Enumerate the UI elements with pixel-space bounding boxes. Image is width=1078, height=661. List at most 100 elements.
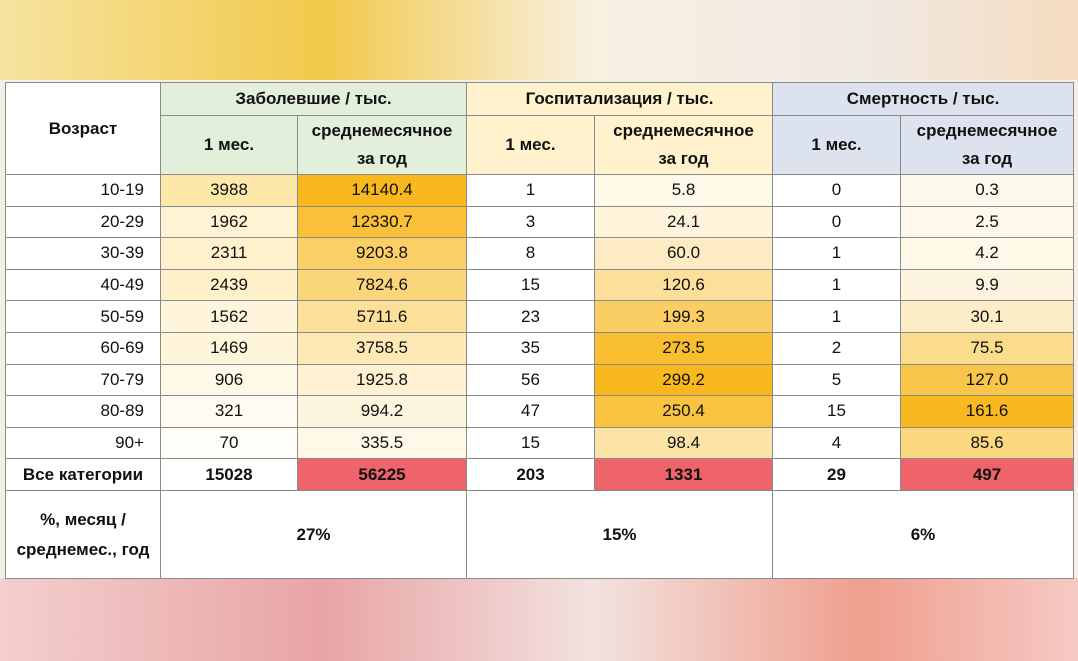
value-cell: 15 <box>466 268 595 302</box>
value-cell: 0 <box>772 174 902 207</box>
column-header: 1 мес. <box>772 115 902 175</box>
value-cell: 60.0 <box>593 237 774 270</box>
age-cell: 10-19 <box>5 174 161 207</box>
total-cell: 56225 <box>297 458 467 492</box>
value-cell: 9.9 <box>900 268 1075 302</box>
total-cell: 203 <box>466 458 595 492</box>
value-cell: 1562 <box>160 300 298 333</box>
age-cell: 50-59 <box>5 300 161 333</box>
value-cell: 15 <box>772 395 902 428</box>
value-cell: 335.5 <box>297 426 467 460</box>
total-label: Все категории <box>5 458 161 492</box>
data-row: 40-49 2439 7824.6 15 120.6 1 9.9 <box>5 268 1075 302</box>
data-table: Возраст Заболевшие / тыс. Госпитализация… <box>5 82 1075 580</box>
value-cell: 299.2 <box>593 363 774 397</box>
group-header: Заболевшие / тыс. <box>160 82 467 116</box>
age-cell: 60-69 <box>5 331 161 365</box>
column-header: среднемесячное за год <box>593 115 774 175</box>
value-cell: 4.2 <box>900 237 1075 270</box>
ratio-cell: 6% <box>772 490 1075 580</box>
data-row: 20-29 1962 12330.7 3 24.1 0 2.5 <box>5 205 1075 239</box>
value-cell: 1962 <box>160 205 298 239</box>
value-cell: 127.0 <box>900 363 1075 397</box>
value-cell: 1 <box>772 268 902 302</box>
data-row: 50-59 1562 5711.6 23 199.3 1 30.1 <box>5 300 1075 333</box>
ratio-label: %, месяц / среднемес., год <box>5 490 161 580</box>
value-cell: 3758.5 <box>297 331 467 365</box>
value-cell: 75.5 <box>900 331 1075 365</box>
value-cell: 14140.4 <box>297 174 467 207</box>
total-cell: 29 <box>772 458 902 492</box>
value-cell: 2 <box>772 331 902 365</box>
age-cell: 30-39 <box>5 237 161 270</box>
background-bottom <box>0 578 1078 661</box>
total-cell: 15028 <box>160 458 298 492</box>
age-cell: 40-49 <box>5 268 161 302</box>
value-cell: 30.1 <box>900 300 1075 333</box>
ratio-row: %, месяц / среднемес., год 27% 15% 6% <box>5 490 1075 580</box>
data-row: 70-79 906 1925.8 56 299.2 5 127.0 <box>5 363 1075 397</box>
value-cell: 4 <box>772 426 902 460</box>
total-cell: 1331 <box>593 458 774 492</box>
age-cell: 80-89 <box>5 395 161 428</box>
value-cell: 3 <box>466 205 595 239</box>
value-cell: 8 <box>466 237 595 270</box>
value-cell: 5.8 <box>593 174 774 207</box>
age-header: Возраст <box>5 82 161 175</box>
group-header: Госпитализация / тыс. <box>465 82 774 116</box>
column-header: 1 мес. <box>466 115 595 175</box>
value-cell: 120.6 <box>593 268 774 302</box>
age-cell: 90+ <box>5 426 161 460</box>
ratio-cell: 15% <box>465 490 774 580</box>
value-cell: 5 <box>772 363 902 397</box>
value-cell: 0.3 <box>900 174 1075 207</box>
value-cell: 994.2 <box>297 395 467 428</box>
value-cell: 273.5 <box>593 331 774 365</box>
value-cell: 24.1 <box>593 205 774 239</box>
value-cell: 906 <box>160 363 298 397</box>
ratio-cell: 27% <box>160 490 467 580</box>
value-cell: 161.6 <box>900 395 1075 428</box>
subheader-row: 1 мес. среднемесячное за год 1 мес. сред… <box>6 115 1075 175</box>
group-header: Смертность / тыс. <box>772 82 1075 116</box>
age-cell: 70-79 <box>5 363 161 397</box>
value-cell: 85.6 <box>900 426 1075 460</box>
header-row: Возраст Заболевшие / тыс. Госпитализация… <box>5 82 1075 175</box>
value-cell: 2439 <box>160 268 298 302</box>
value-cell: 7824.6 <box>297 268 467 302</box>
value-cell: 0 <box>772 205 902 239</box>
value-cell: 12330.7 <box>297 205 467 239</box>
total-cell: 497 <box>900 458 1075 492</box>
data-row: 80-89 321 994.2 47 250.4 15 161.6 <box>5 395 1075 428</box>
value-cell: 35 <box>466 331 595 365</box>
value-cell: 47 <box>466 395 595 428</box>
value-cell: 23 <box>466 300 595 333</box>
value-cell: 15 <box>466 426 595 460</box>
total-row: Все категории 15028 56225 203 1331 29 497 <box>5 458 1075 492</box>
value-cell: 199.3 <box>593 300 774 333</box>
age-cell: 20-29 <box>5 205 161 239</box>
value-cell: 98.4 <box>593 426 774 460</box>
value-cell: 1 <box>772 237 902 270</box>
value-cell: 1 <box>772 300 902 333</box>
value-cell: 250.4 <box>593 395 774 428</box>
value-cell: 1 <box>466 174 595 207</box>
value-cell: 3988 <box>160 174 298 207</box>
column-header: среднемесячное за год <box>900 115 1075 175</box>
data-row: 10-19 3988 14140.4 1 5.8 0 0.3 <box>5 174 1075 207</box>
column-header: среднемесячное за год <box>297 115 467 175</box>
value-cell: 1925.8 <box>297 363 467 397</box>
value-cell: 1469 <box>160 331 298 365</box>
data-row: 60-69 1469 3758.5 35 273.5 2 75.5 <box>5 331 1075 365</box>
data-row: 30-39 2311 9203.8 8 60.0 1 4.2 <box>5 237 1075 270</box>
data-row: 90+ 70 335.5 15 98.4 4 85.6 <box>5 426 1075 460</box>
value-cell: 5711.6 <box>297 300 467 333</box>
value-cell: 2311 <box>160 237 298 270</box>
value-cell: 56 <box>466 363 595 397</box>
column-header: 1 мес. <box>160 115 298 175</box>
value-cell: 9203.8 <box>297 237 467 270</box>
background-top <box>0 0 1078 80</box>
value-cell: 70 <box>160 426 298 460</box>
value-cell: 321 <box>160 395 298 428</box>
